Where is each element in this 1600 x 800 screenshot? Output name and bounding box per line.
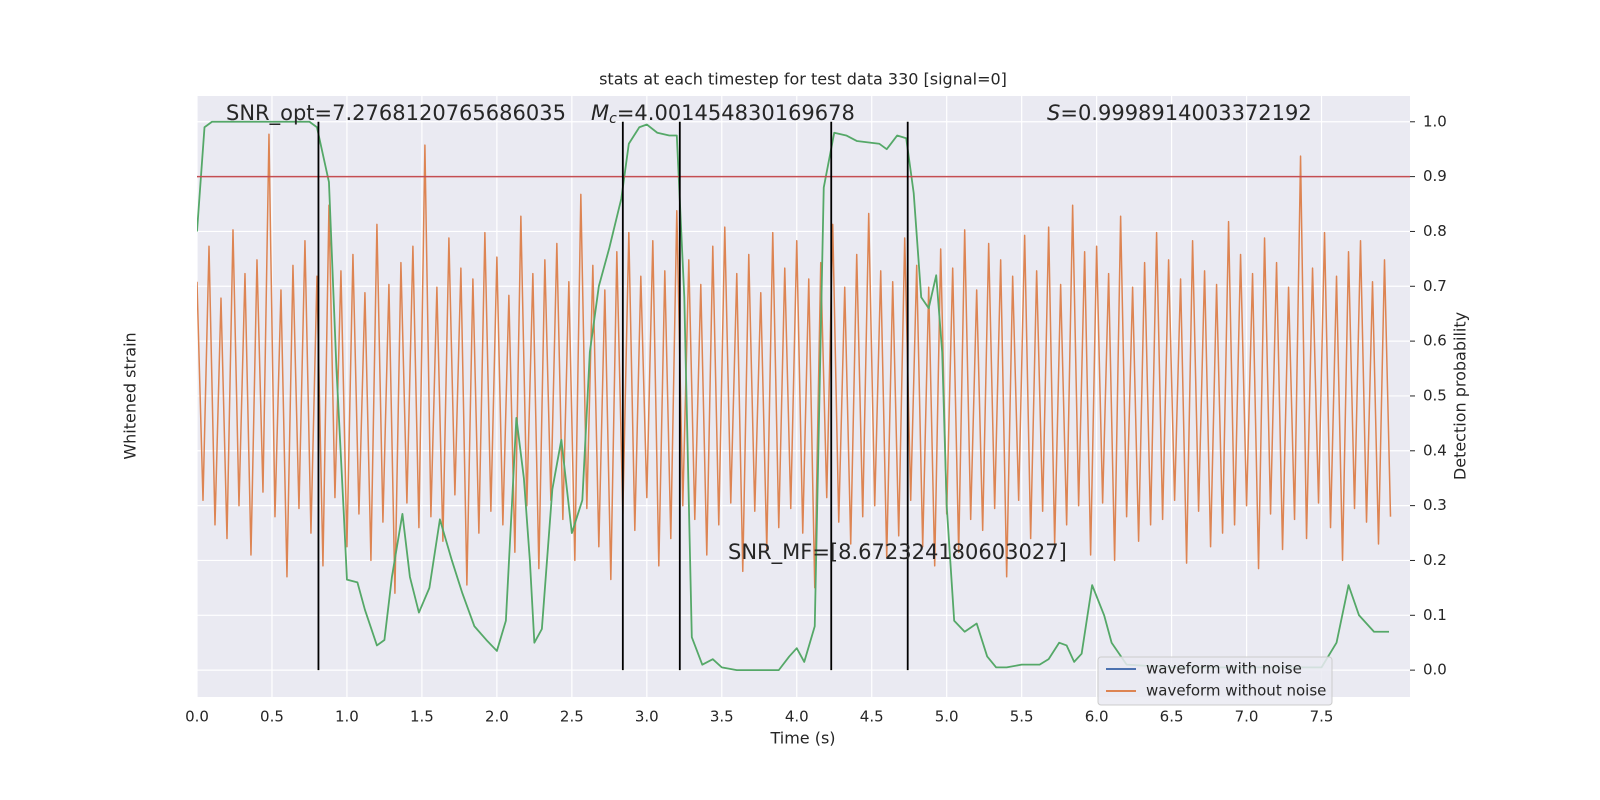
- y2-tick-label: 0.2: [1423, 551, 1447, 569]
- x-tick-label: 4.5: [860, 708, 884, 726]
- annotation: Mc=4.001454830169678: [591, 101, 855, 127]
- series-line: [197, 120, 1390, 672]
- y2-tick-label: 0.4: [1423, 441, 1447, 459]
- x-tick-label: 5.5: [1010, 708, 1034, 726]
- y2-tick-label: 0.8: [1423, 222, 1447, 240]
- annotation: SNR_opt=7.2768120765686035: [226, 101, 566, 126]
- x-tick-label: 1.5: [410, 708, 434, 726]
- x-tick-label: 3.0: [635, 708, 659, 726]
- x-tick-label: 4.0: [785, 708, 809, 726]
- x-tick-label: 2.0: [485, 708, 509, 726]
- x-tick-label: 6.0: [1085, 708, 1109, 726]
- x-tick-label: 0.0: [185, 708, 209, 726]
- x-tick-label: 7.5: [1310, 708, 1334, 726]
- y2-tick-label: 0.6: [1423, 332, 1447, 350]
- y2-tick-label: 0.3: [1423, 496, 1447, 514]
- x-tick-label: 1.0: [335, 708, 359, 726]
- annotation-text: =4.001454830169678: [617, 101, 855, 125]
- y-axis-label: Whitened strain: [121, 332, 140, 459]
- annotation-symbol: S: [1047, 101, 1060, 125]
- annotation: SNR_MF=[8.672324180603027]: [728, 540, 1067, 565]
- x-tick-label: 6.5: [1160, 708, 1184, 726]
- y2-tick-label: 0.7: [1423, 277, 1447, 295]
- y2-tick-label: 0.5: [1423, 386, 1447, 404]
- x-tick-label: 5.0: [935, 708, 959, 726]
- annotation-text: =0.9998914003372192: [1060, 101, 1311, 125]
- x-axis-label: Time (s): [769, 729, 835, 748]
- labels: 0.0 0.5 1.0 1.5 2.0 2.5 3.0 3.5 4.0 4.5 5.0 5.5 6.0 6…: [185, 101, 1447, 726]
- series-line: [197, 133, 1392, 594]
- x-tick-label: 7.0: [1235, 708, 1259, 726]
- annotation: S=0.9998914003372192: [1047, 101, 1312, 125]
- x-tick-label: 3.5: [710, 708, 734, 726]
- x-tick-label: 2.5: [560, 708, 584, 726]
- marks: [197, 120, 1410, 672]
- annotation-text: SNR_MF=[8.672324180603027]: [728, 540, 1067, 565]
- chart-title: stats at each timestep for test data 330…: [599, 70, 1007, 89]
- y2-tick-label: 0.1: [1423, 606, 1447, 624]
- legend-label: waveform without noise: [1146, 682, 1326, 700]
- y2-tick-label: 0.9: [1423, 167, 1447, 185]
- y2-tick-label: 1.0: [1423, 112, 1447, 130]
- y2-axis-label: Detection probability: [1451, 312, 1470, 480]
- x-tick-label: 0.5: [260, 708, 284, 726]
- legend-box: [1097, 656, 1333, 706]
- annotation-text: SNR_opt=7.2768120765686035: [226, 101, 566, 126]
- y2-tick-label: 0.0: [1423, 661, 1447, 679]
- annotation-symbol: M: [591, 101, 609, 125]
- legend-label: waveform with noise: [1146, 660, 1302, 678]
- annotation-subscript: c: [609, 111, 617, 127]
